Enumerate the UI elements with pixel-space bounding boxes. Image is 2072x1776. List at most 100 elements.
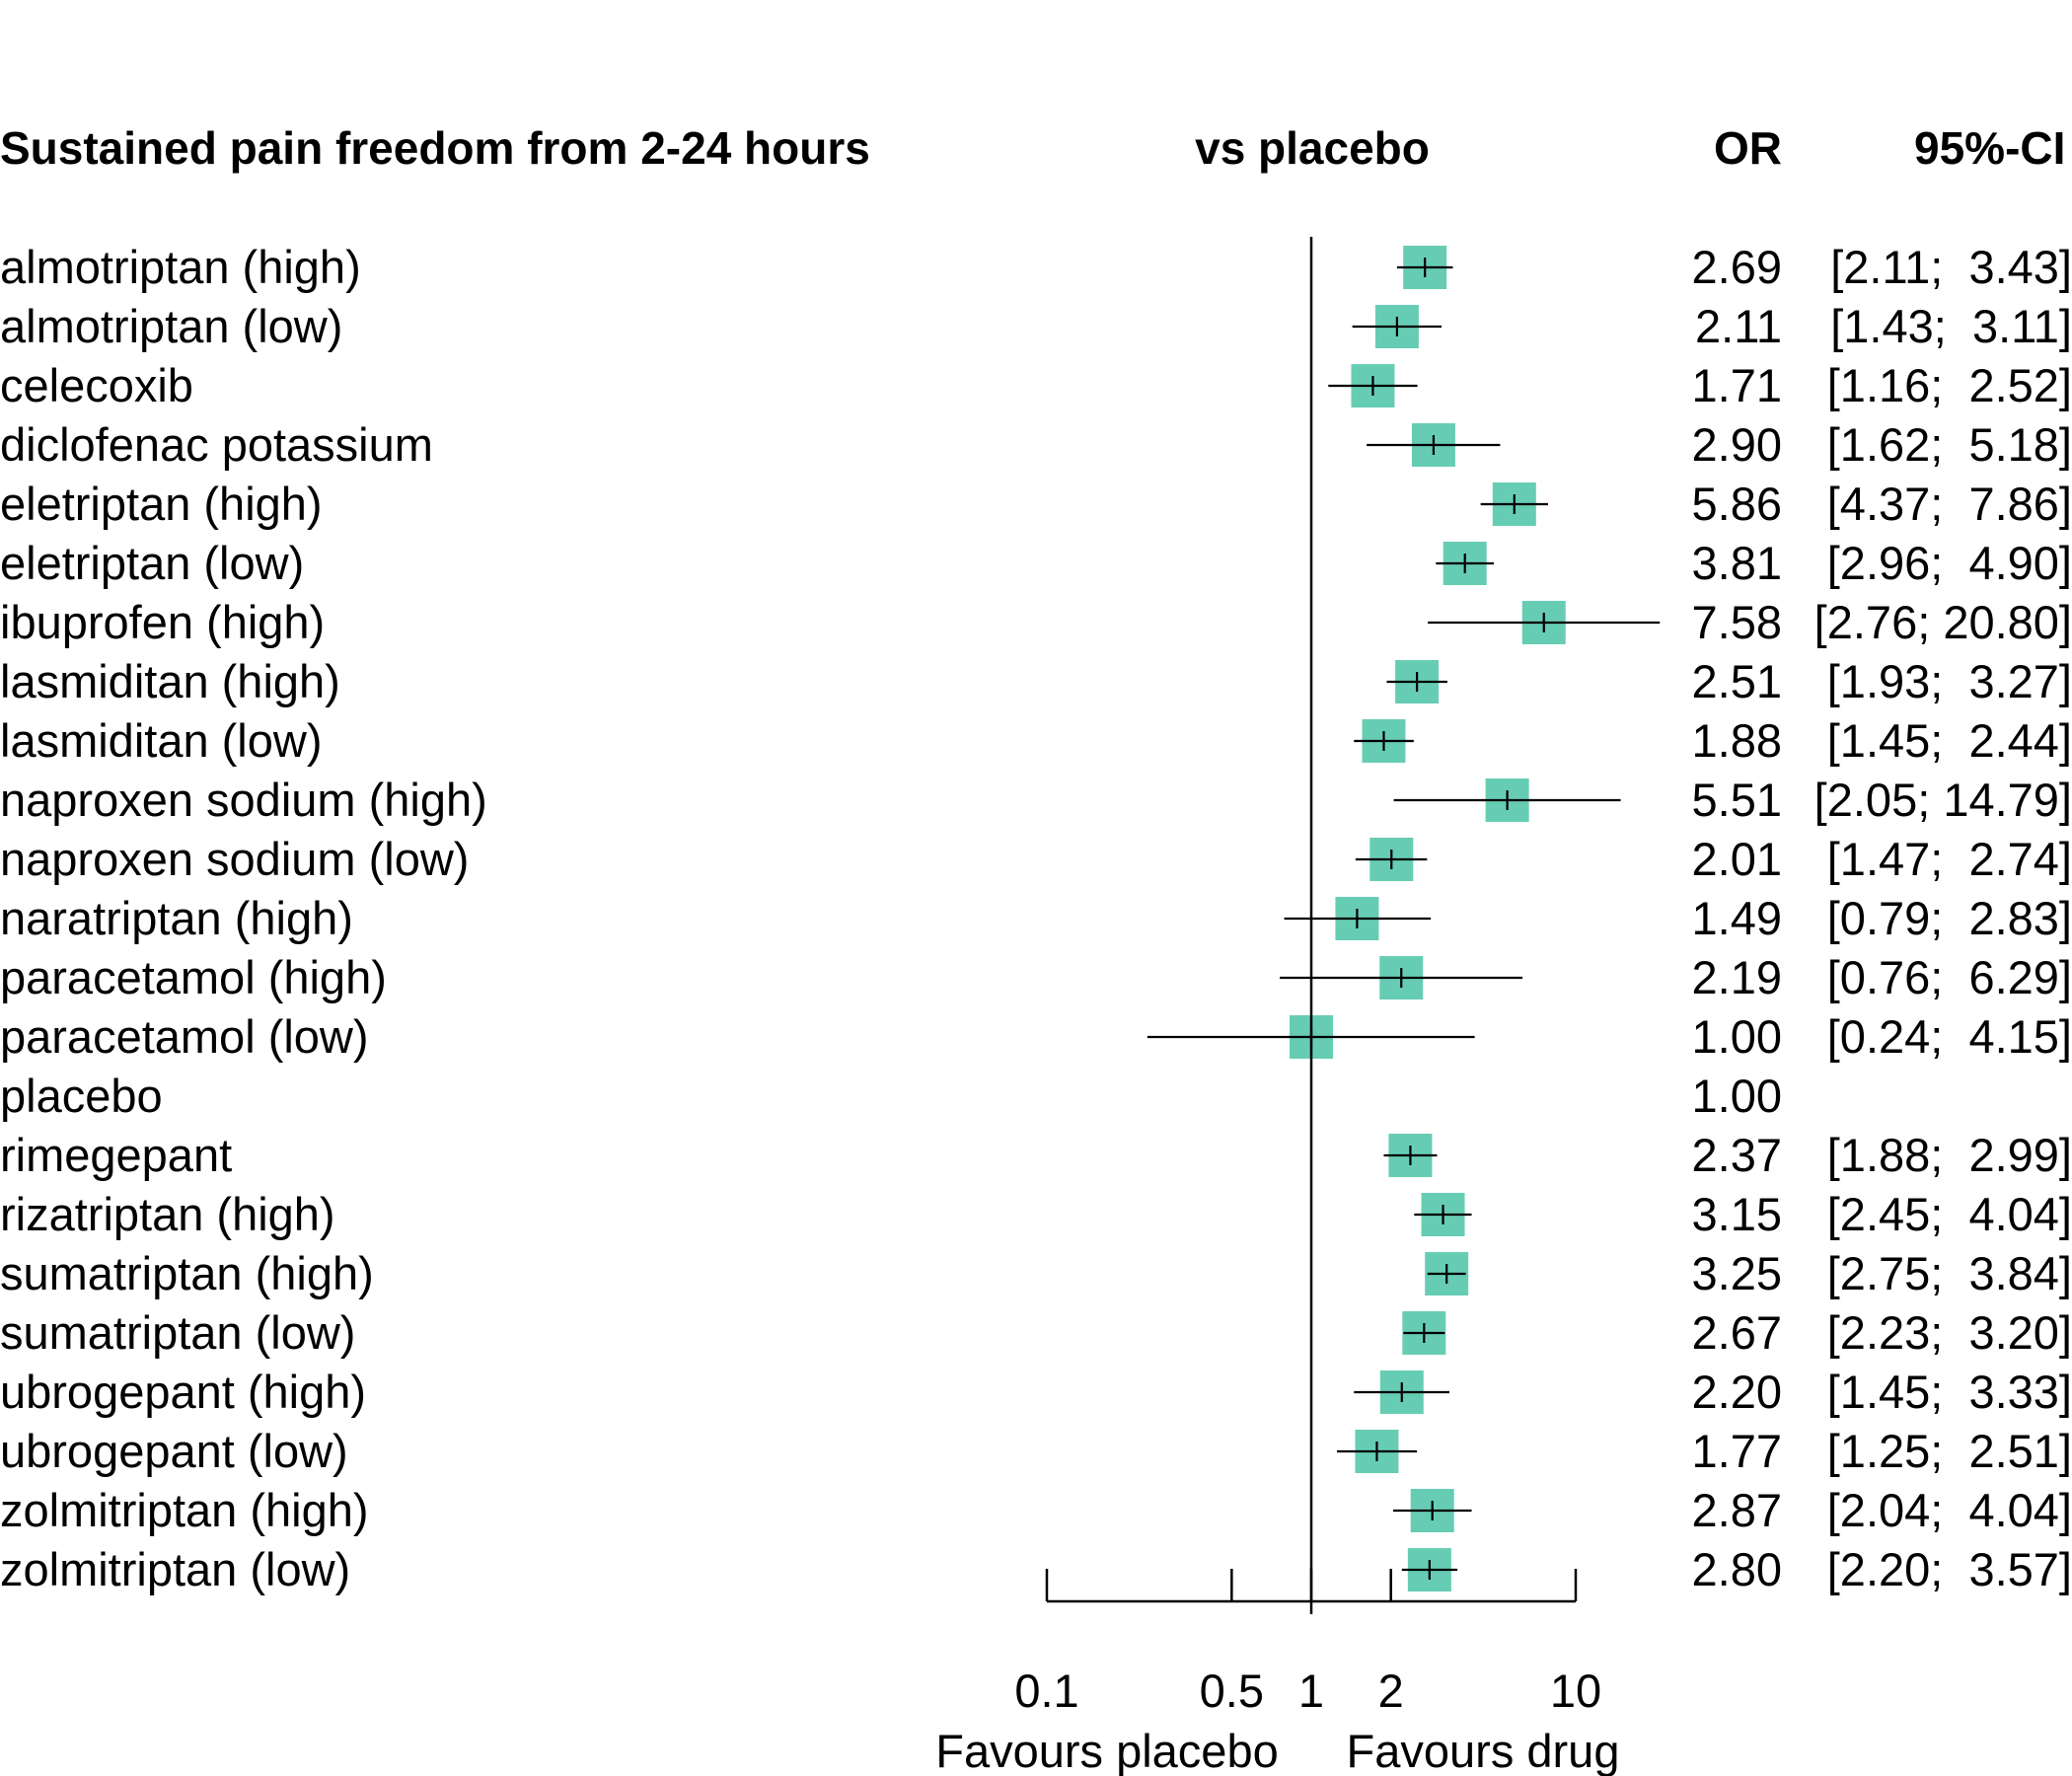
forest-row: diclofenac potassium 2.90 [1.62; 5.18] (0, 418, 2072, 471)
ci-value: [0.24; 4.15] (1827, 1010, 2072, 1063)
study-label: zolmitriptan (low) (0, 1543, 350, 1595)
ci-value: [2.75; 3.84] (1827, 1247, 2072, 1299)
or-value: 2.19 (1692, 951, 1782, 1003)
ci-value: [1.16; 2.52] (1827, 359, 2072, 411)
study-label: almotriptan (low) (0, 300, 342, 352)
or-value: 1.88 (1692, 714, 1782, 767)
forest-row: rimegepant 2.37 [1.88; 2.99] (0, 1129, 2072, 1181)
or-value: 3.25 (1692, 1247, 1782, 1299)
ci-value: [2.04; 4.04] (1827, 1484, 2072, 1536)
x-tick-label: 0.5 (1200, 1665, 1264, 1717)
or-value: 1.00 (1692, 1070, 1782, 1122)
forest-row: paracetamol (low) 1.00 [0.24; 4.15] (0, 1010, 2072, 1063)
study-label: lasmiditan (high) (0, 655, 340, 707)
study-label: rizatriptan (high) (0, 1188, 335, 1240)
ci-value: [2.11; 3.43] (1830, 241, 2072, 293)
study-label: lasmiditan (low) (0, 714, 322, 767)
forest-row: naproxen sodium (high) 5.51 [2.05; 14.79] (0, 774, 2072, 826)
ci-value: [2.23; 3.20] (1827, 1306, 2072, 1359)
forest-row: sumatriptan (low) 2.67 [2.23; 3.20] (0, 1306, 2072, 1359)
or-value: 2.90 (1692, 418, 1782, 471)
favours-placebo-label: Favours placebo (935, 1725, 1278, 1776)
ci-value: [1.62; 5.18] (1827, 418, 2072, 471)
forest-row: celecoxib 1.71 [1.16; 2.52] (0, 359, 2072, 411)
ci-value: [2.45; 4.04] (1827, 1188, 2072, 1240)
forest-row: lasmiditan (low) 1.88 [1.45; 2.44] (0, 714, 2072, 767)
ci-value: [1.25; 2.51] (1827, 1425, 2072, 1477)
or-value: 5.86 (1692, 478, 1782, 530)
study-label: naproxen sodium (high) (0, 774, 487, 826)
forest-row: ibuprofen (high) 7.58 [2.76; 20.80] (0, 596, 2072, 648)
or-value: 1.00 (1692, 1010, 1782, 1063)
chart-title: Sustained pain freedom from 2-24 hours (0, 122, 870, 174)
forest-row: ubrogepant (low) 1.77 [1.25; 2.51] (0, 1425, 2072, 1477)
forest-row: lasmiditan (high) 2.51 [1.93; 3.27] (0, 655, 2072, 707)
or-value: 5.51 (1692, 774, 1782, 826)
or-value: 2.01 (1692, 833, 1782, 885)
ci-header: 95%-CI (1914, 122, 2065, 174)
study-label: almotriptan (high) (0, 241, 361, 293)
study-label: eletriptan (high) (0, 478, 323, 530)
study-label: eletriptan (low) (0, 537, 304, 589)
study-label: sumatriptan (low) (0, 1306, 355, 1359)
study-label: paracetamol (high) (0, 951, 387, 1003)
study-label: paracetamol (low) (0, 1010, 369, 1063)
ci-value: [2.05; 14.79] (1814, 774, 2072, 826)
forest-row: almotriptan (low) 2.11 [1.43; 3.11] (0, 300, 2072, 352)
study-label: sumatriptan (high) (0, 1247, 374, 1299)
forest-row: naratriptan (high) 1.49 [0.79; 2.83] (0, 892, 2072, 944)
forest-row: almotriptan (high) 2.69 [2.11; 3.43] (0, 241, 2072, 293)
forest-row: zolmitriptan (low) 2.80 [2.20; 3.57] (0, 1543, 2072, 1595)
study-label: placebo (0, 1070, 163, 1122)
or-value: 1.77 (1692, 1425, 1782, 1477)
x-tick-label: 2 (1378, 1665, 1404, 1717)
x-tick-label: 1 (1298, 1665, 1324, 1717)
study-label: ubrogepant (low) (0, 1425, 348, 1477)
study-label: rimegepant (0, 1129, 232, 1181)
or-value: 2.69 (1692, 241, 1782, 293)
favours-drug-label: Favours drug (1347, 1725, 1620, 1776)
or-value: 2.80 (1692, 1543, 1782, 1595)
or-value: 3.81 (1692, 537, 1782, 589)
ci-value: [2.20; 3.57] (1827, 1543, 2072, 1595)
study-label: zolmitriptan (high) (0, 1484, 369, 1536)
ci-value: [0.79; 2.83] (1827, 892, 2072, 944)
ci-value: [2.96; 4.90] (1827, 537, 2072, 589)
forest-row: placebo 1.00 (0, 1070, 1782, 1122)
or-value: 2.20 (1692, 1366, 1782, 1418)
ci-value: [0.76; 6.29] (1827, 951, 2072, 1003)
forest-row: eletriptan (high) 5.86 [4.37; 7.86] (0, 478, 2072, 530)
study-label: celecoxib (0, 359, 193, 411)
or-value: 7.58 (1692, 596, 1782, 648)
ci-value: [1.45; 3.33] (1827, 1366, 2072, 1418)
or-value: 1.71 (1692, 359, 1782, 411)
or-value: 2.51 (1692, 655, 1782, 707)
forest-row: eletriptan (low) 3.81 [2.96; 4.90] (0, 537, 2072, 589)
x-axis: 0.1 0.5 1 2 10 (1014, 1569, 1601, 1717)
study-label: diclofenac potassium (0, 418, 433, 471)
study-label: ubrogepant (high) (0, 1366, 366, 1418)
forest-rows: almotriptan (high) 2.69 [2.11; 3.43]almotr… (0, 241, 2072, 1595)
comparison-header: vs placebo (1195, 122, 1430, 174)
or-value: 2.67 (1692, 1306, 1782, 1359)
forest-row: sumatriptan (high) 3.25 [2.75; 3.84] (0, 1247, 2072, 1299)
study-label: naproxen sodium (low) (0, 833, 469, 885)
x-tick-label: 0.1 (1014, 1665, 1078, 1717)
study-label: naratriptan (high) (0, 892, 353, 944)
study-label: ibuprofen (high) (0, 596, 325, 648)
or-value: 2.37 (1692, 1129, 1782, 1181)
or-value: 2.11 (1695, 300, 1782, 352)
forest-row: paracetamol (high) 2.19 [0.76; 6.29] (0, 951, 2072, 1003)
ci-value: [2.76; 20.80] (1814, 596, 2072, 648)
forest-row: rizatriptan (high) 3.15 [2.45; 4.04] (0, 1188, 2072, 1240)
or-value: 1.49 (1692, 892, 1782, 944)
ci-value: [1.88; 2.99] (1827, 1129, 2072, 1181)
or-value: 2.87 (1692, 1484, 1782, 1536)
or-header: OR (1714, 122, 1782, 174)
forest-row: ubrogepant (high) 2.20 [1.45; 3.33] (0, 1366, 2072, 1418)
ci-value: [1.43; 3.11] (1830, 300, 2072, 352)
ci-value: [1.45; 2.44] (1827, 714, 2072, 767)
ci-value: [1.47; 2.74] (1827, 833, 2072, 885)
forest-row: zolmitriptan (high) 2.87 [2.04; 4.04] (0, 1484, 2072, 1536)
